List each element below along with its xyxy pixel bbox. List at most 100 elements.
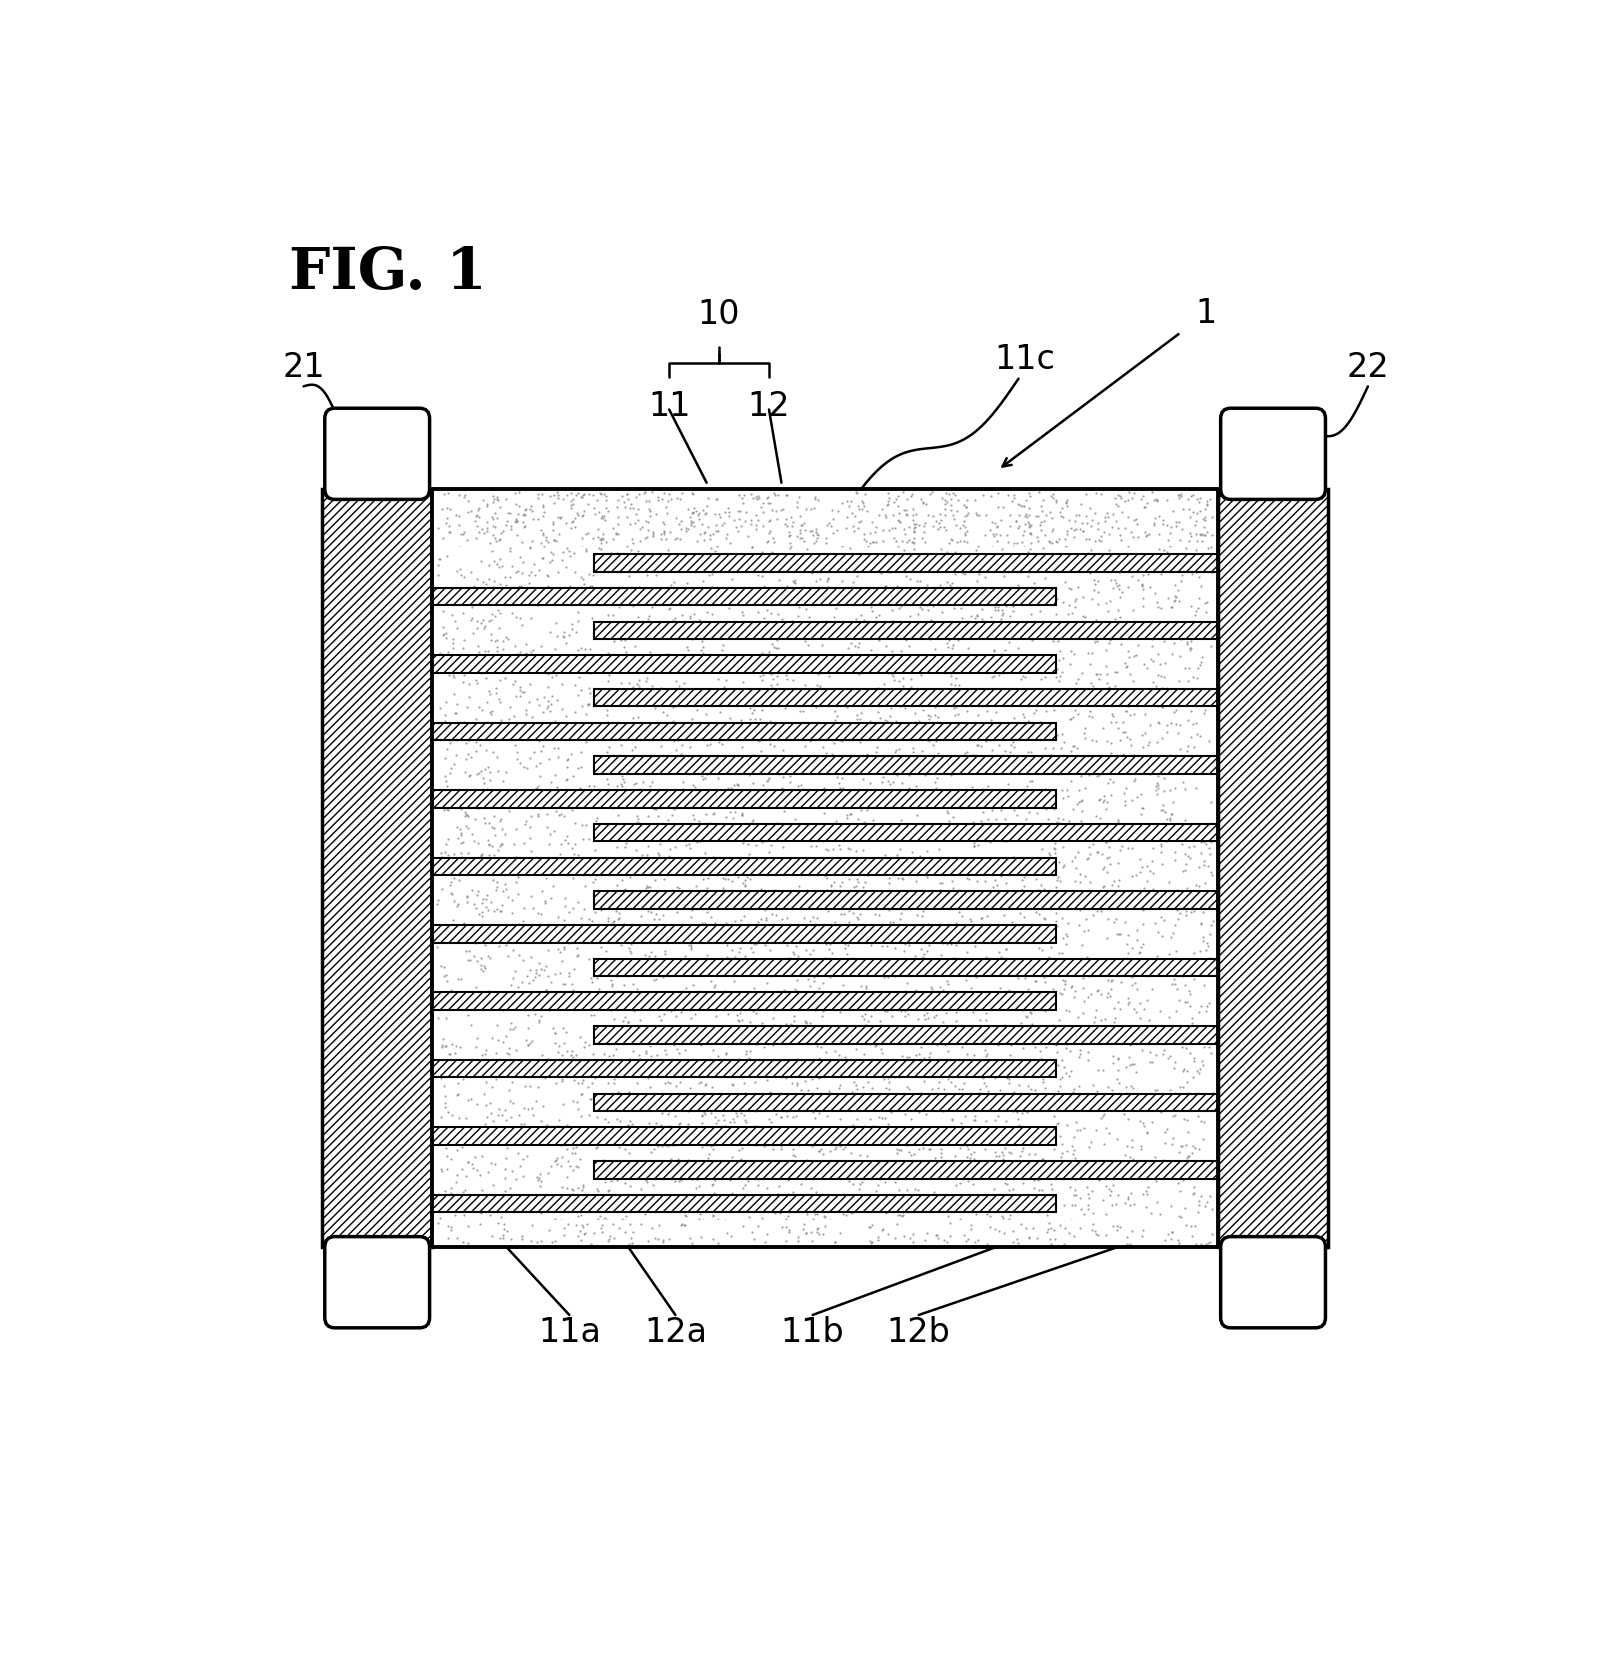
- Point: [1029, 1046, 1055, 1073]
- Point: [1035, 979, 1061, 1006]
- Point: [1117, 1031, 1143, 1058]
- Point: [747, 1151, 773, 1178]
- Point: [1148, 1201, 1174, 1228]
- Point: [773, 694, 799, 721]
- Point: [1082, 1014, 1108, 1041]
- Point: [889, 1136, 914, 1163]
- Point: [1016, 480, 1042, 507]
- Point: [974, 1041, 1000, 1068]
- Point: [1029, 749, 1055, 776]
- Point: [879, 882, 905, 909]
- Point: [910, 697, 935, 724]
- Point: [509, 969, 535, 996]
- Point: [679, 499, 705, 525]
- Point: [559, 1041, 584, 1068]
- Point: [914, 864, 940, 891]
- Point: [723, 882, 749, 909]
- Point: [581, 482, 607, 509]
- Point: [892, 584, 918, 610]
- Point: [982, 866, 1008, 892]
- Point: [1072, 1201, 1098, 1228]
- Point: [884, 762, 910, 789]
- Point: [436, 494, 462, 520]
- Point: [813, 931, 839, 957]
- Point: [504, 507, 530, 534]
- Point: [826, 1041, 852, 1068]
- Point: [480, 1211, 506, 1238]
- Point: [1164, 976, 1190, 1002]
- Point: [633, 487, 658, 514]
- Point: [997, 1203, 1022, 1229]
- Point: [1098, 567, 1124, 594]
- Point: [1127, 1108, 1153, 1134]
- Point: [526, 794, 552, 821]
- Point: [1006, 529, 1032, 555]
- Point: [821, 480, 847, 507]
- Point: [997, 1066, 1022, 1093]
- Point: [1113, 487, 1138, 514]
- Point: [568, 1203, 594, 1229]
- Point: [626, 1221, 652, 1248]
- Point: [592, 1224, 618, 1251]
- Point: [987, 857, 1013, 884]
- Point: [1093, 652, 1119, 679]
- Point: [623, 1069, 649, 1096]
- Point: [819, 530, 845, 557]
- Point: [662, 1103, 687, 1129]
- Point: [497, 537, 523, 564]
- Point: [948, 811, 974, 837]
- Point: [515, 575, 541, 602]
- Point: [842, 879, 868, 906]
- Point: [916, 727, 942, 754]
- Point: [1100, 500, 1125, 527]
- Point: [992, 484, 1018, 510]
- Point: [485, 484, 510, 510]
- Point: [969, 692, 995, 719]
- Point: [530, 1042, 555, 1069]
- Point: [1156, 1044, 1182, 1071]
- Point: [1061, 704, 1087, 731]
- Point: [1191, 697, 1217, 724]
- Point: [1051, 971, 1077, 997]
- Point: [649, 924, 675, 951]
- Point: [469, 841, 494, 867]
- Point: [726, 505, 752, 532]
- Point: [507, 751, 533, 777]
- Point: [541, 1014, 567, 1041]
- Point: [1032, 565, 1058, 592]
- Point: [903, 709, 929, 736]
- Point: [828, 851, 853, 877]
- Point: [818, 512, 844, 539]
- Point: [584, 919, 610, 946]
- Point: [966, 817, 992, 844]
- Point: [974, 772, 1000, 799]
- Point: [601, 627, 626, 654]
- Point: [1195, 962, 1220, 989]
- Point: [1048, 1123, 1074, 1149]
- Point: [713, 520, 739, 547]
- Point: [486, 545, 512, 572]
- Point: [961, 1106, 987, 1133]
- Point: [512, 500, 538, 527]
- Point: [905, 615, 931, 642]
- Point: [668, 949, 694, 976]
- Point: [1166, 587, 1191, 614]
- Point: [855, 534, 881, 560]
- Point: [514, 754, 539, 781]
- Point: [950, 492, 976, 519]
- Point: [723, 647, 749, 674]
- Point: [441, 520, 467, 547]
- Point: [1127, 1224, 1153, 1251]
- Point: [1085, 590, 1111, 617]
- Point: [968, 1129, 993, 1156]
- Point: [683, 497, 708, 524]
- Point: [533, 977, 559, 1004]
- Point: [1042, 697, 1067, 724]
- Point: [976, 1078, 1001, 1104]
- Point: [863, 747, 889, 774]
- Point: [625, 495, 650, 522]
- Point: [935, 714, 961, 741]
- Point: [528, 749, 554, 776]
- Point: [433, 861, 459, 887]
- Point: [816, 662, 842, 689]
